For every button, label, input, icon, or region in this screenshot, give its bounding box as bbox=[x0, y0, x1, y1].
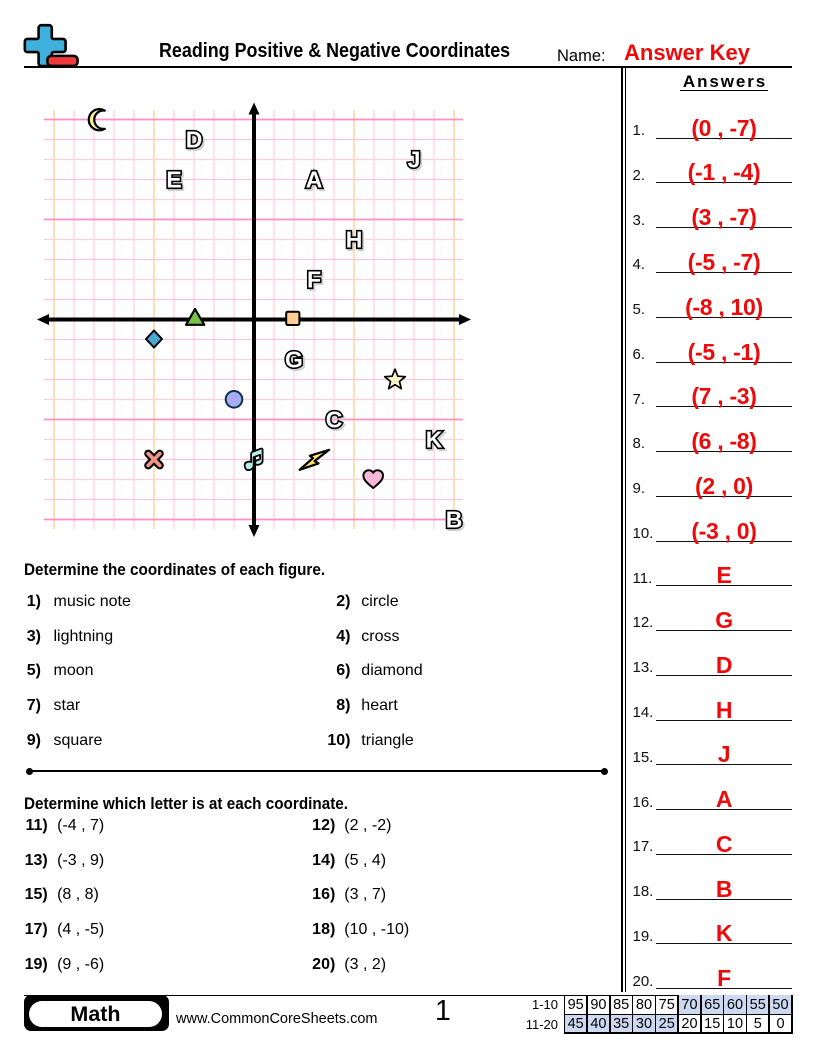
svg-text:J: J bbox=[408, 147, 421, 173]
svg-text:F: F bbox=[307, 267, 321, 293]
svg-text:B: B bbox=[446, 507, 463, 533]
svg-text:E: E bbox=[166, 167, 181, 193]
svg-text:G: G bbox=[287, 349, 305, 375]
svg-text:A: A bbox=[307, 169, 324, 195]
svg-text:J: J bbox=[409, 149, 422, 175]
svg-text:C: C bbox=[326, 407, 343, 433]
svg-text:K: K bbox=[427, 429, 444, 455]
svg-text:H: H bbox=[347, 229, 364, 255]
svg-text:D: D bbox=[186, 127, 203, 153]
svg-text:H: H bbox=[346, 227, 363, 253]
svg-text:F: F bbox=[309, 269, 323, 295]
svg-text:E: E bbox=[168, 169, 183, 195]
svg-text:B: B bbox=[447, 509, 464, 535]
svg-text:A: A bbox=[306, 167, 323, 193]
svg-text:D: D bbox=[187, 129, 204, 155]
svg-text:K: K bbox=[426, 427, 443, 453]
svg-text:C: C bbox=[327, 409, 344, 435]
svg-text:G: G bbox=[285, 347, 303, 373]
